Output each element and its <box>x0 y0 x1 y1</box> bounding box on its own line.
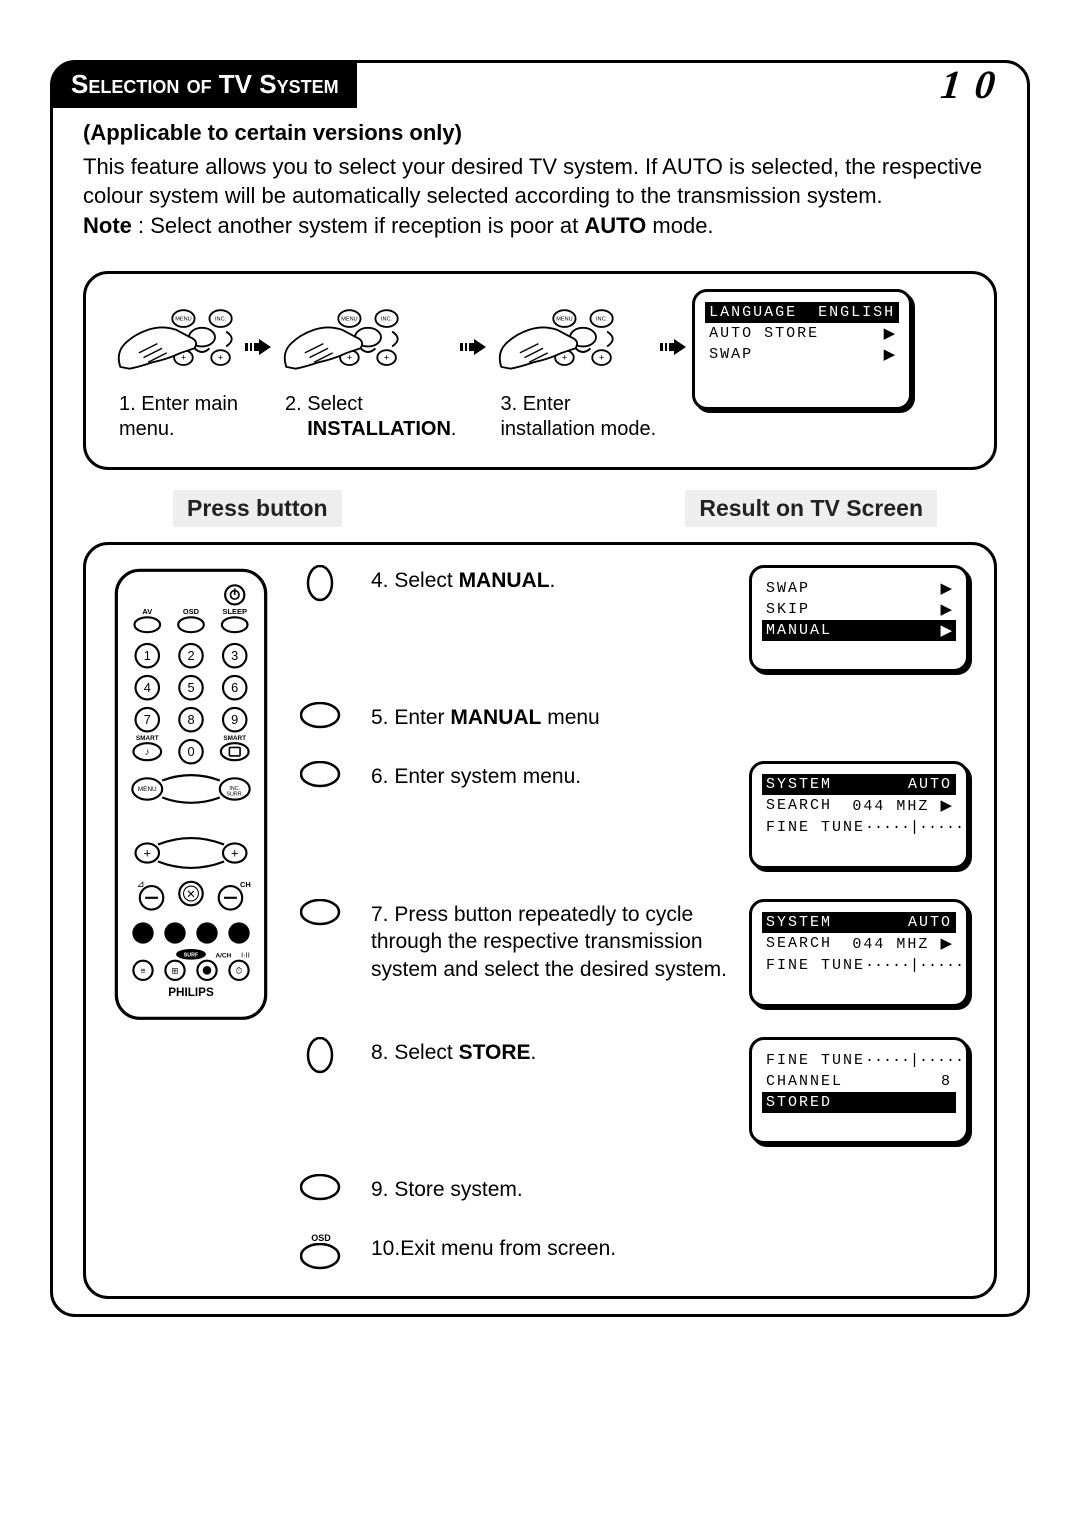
svg-text:SURR.: SURR. <box>226 791 243 797</box>
svg-text:⏱: ⏱ <box>236 965 243 975</box>
step-1: 1. Enter main menu. <box>111 294 241 442</box>
step-10-text: 10.Exit menu from screen. <box>371 1233 729 1262</box>
osd-screen-4: SYSTEMAUTO SEARCH044 MHZ ▶ FINE TUNE <box>749 899 969 1007</box>
up-down-button-icon <box>301 565 341 603</box>
step-2-text: 2. Select INSTALLATION. <box>277 392 456 442</box>
svg-text:MENU: MENU <box>138 786 157 793</box>
step-6-text: 6. Enter system menu. <box>371 761 729 790</box>
arrow-icon <box>660 332 688 364</box>
svg-text:SLEEP: SLEEP <box>223 607 247 616</box>
svg-text:+: + <box>144 845 151 860</box>
step-4-text: 4. Select MANUAL. <box>371 565 729 594</box>
step-1-text: 1. Enter main menu. <box>111 392 238 442</box>
step-5-text: 5. Enter MANUAL menu <box>371 702 729 731</box>
arrow-icon <box>245 332 273 364</box>
step-3: 3. Enter installation mode. <box>492 294 656 442</box>
osd-screen-1: LANGUAGEENGLISH AUTO STORE▶ SWAP▶ <box>692 289 912 410</box>
osd-screen-2: SWAP▶ SKIP▶ MANUAL▶ <box>749 565 969 672</box>
svg-text:SMART: SMART <box>136 735 159 742</box>
left-right-button-icon <box>301 761 341 789</box>
step-8-text: 8. Select STORE. <box>371 1037 729 1066</box>
col-header-press: Press button <box>173 490 342 527</box>
svg-text:SMART: SMART <box>223 735 246 742</box>
svg-text:6: 6 <box>231 680 238 695</box>
svg-text:5: 5 <box>187 680 194 695</box>
svg-text:CH: CH <box>240 880 251 889</box>
svg-text:A/CH: A/CH <box>216 952 232 959</box>
hand-icon <box>492 294 622 384</box>
svg-text:+: + <box>231 845 238 860</box>
intro-subtitle: (Applicable to certain versions only) <box>83 118 997 148</box>
remote-illustration: AV OSD SLEEP 1 2 3 4 5 6 7 8 <box>111 565 291 1029</box>
top-steps-box: 1. Enter main menu. 2. Select INSTALLATI… <box>83 271 997 470</box>
svg-text:SURF: SURF <box>184 952 199 958</box>
intro-text: (Applicable to certain versions only) Th… <box>53 108 1027 261</box>
svg-text:4: 4 <box>144 680 151 695</box>
osd-screen-3: SYSTEMAUTO SEARCH044 MHZ ▶ FINE TUNE <box>749 761 969 869</box>
step-3-text: 3. Enter installation mode. <box>492 392 656 442</box>
svg-text:3: 3 <box>231 648 238 663</box>
hand-icon <box>111 294 241 384</box>
intro-body: This feature allows you to select your d… <box>83 152 997 211</box>
step-9-text: 9. Store system. <box>371 1174 729 1203</box>
arrow-icon <box>460 332 488 364</box>
up-down-button-icon <box>301 1037 341 1075</box>
section-title: Selection of TV System <box>53 61 357 108</box>
svg-text:♪: ♪ <box>145 747 150 758</box>
hand-icon <box>277 294 407 384</box>
svg-text:1: 1 <box>144 648 151 663</box>
page-number: 1 0 <box>939 61 1000 108</box>
svg-text:⊞: ⊞ <box>171 965 178 975</box>
svg-text:≡: ≡ <box>141 965 146 975</box>
svg-text:2: 2 <box>187 648 194 663</box>
svg-text:7: 7 <box>144 712 151 727</box>
left-right-button-icon <box>301 702 341 730</box>
svg-text:9: 9 <box>231 712 238 727</box>
step-7-text: 7. Press button repeatedly to cycle thro… <box>371 899 729 983</box>
svg-text:OSD: OSD <box>183 607 200 616</box>
page-header: Selection of TV System 1 0 <box>53 61 1027 108</box>
note-label: Note <box>83 213 132 238</box>
svg-text:8: 8 <box>187 712 194 727</box>
brand-label: PHILIPS <box>168 986 214 999</box>
page-frame: Selection of TV System 1 0 (Applicable t… <box>50 60 1030 1317</box>
col-header-result: Result on TV Screen <box>685 490 937 527</box>
main-steps-box: AV OSD SLEEP 1 2 3 4 5 6 7 8 <box>83 542 997 1300</box>
svg-text:AV: AV <box>142 607 152 616</box>
svg-text:0: 0 <box>187 744 194 759</box>
left-right-button-icon <box>301 1174 341 1202</box>
intro-note: Note : Select another system if receptio… <box>83 211 997 241</box>
column-headers: Press button Result on TV Screen <box>173 490 937 527</box>
left-right-button-icon <box>301 899 341 927</box>
step-2: 2. Select INSTALLATION. <box>277 294 456 442</box>
osd-screen-5: FINE TUNE CHANNEL8 STORED <box>749 1037 969 1144</box>
svg-text:І·ІІ: І·ІІ <box>241 950 250 959</box>
osd-button-icon: OSD <box>301 1233 341 1271</box>
svg-text:✕: ✕ <box>186 888 196 901</box>
